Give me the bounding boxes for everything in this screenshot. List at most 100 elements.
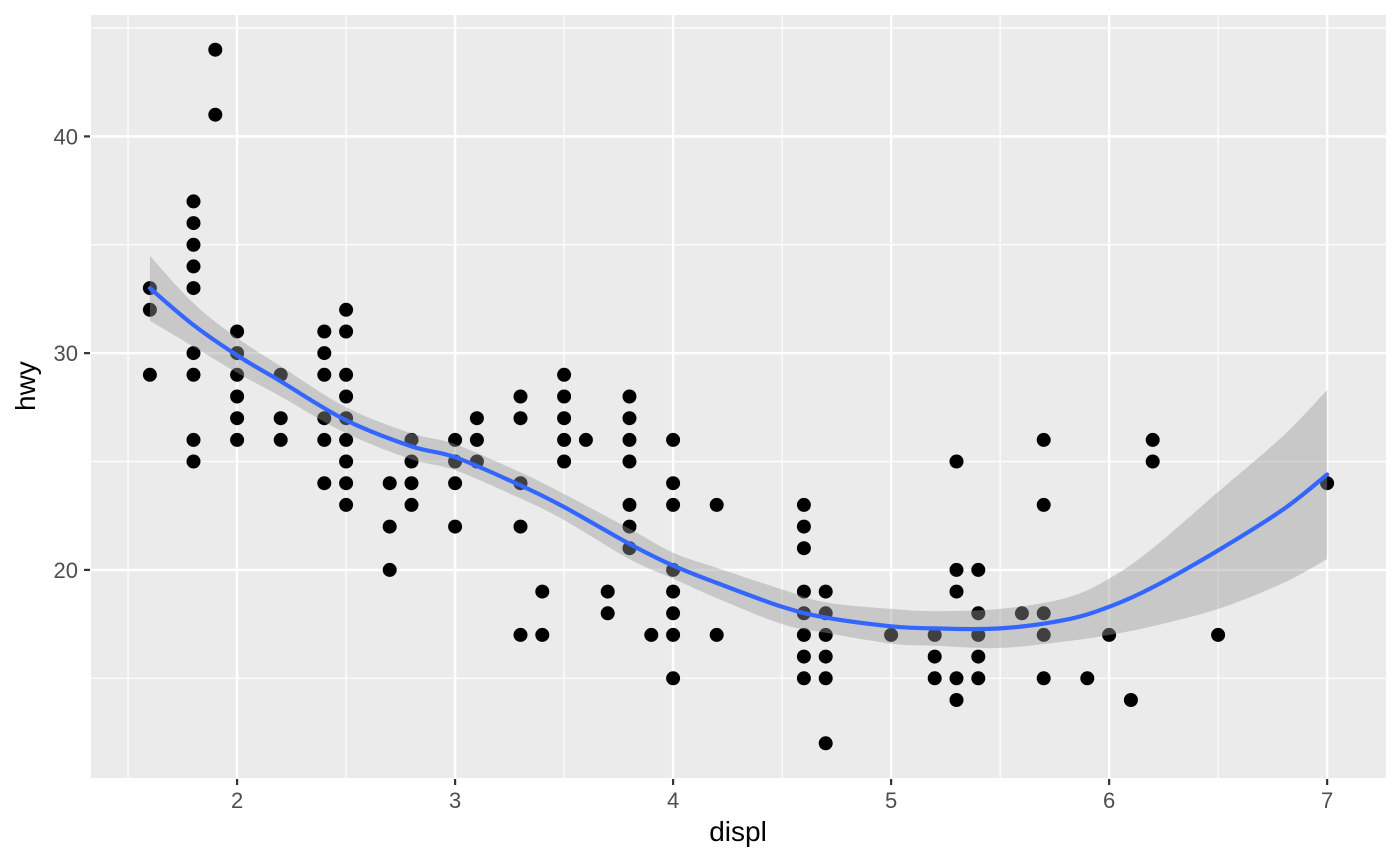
x-tick-label: 3: [449, 788, 461, 813]
data-point: [339, 432, 354, 447]
data-point: [1036, 432, 1051, 447]
x-axis-title-text: displ: [709, 816, 767, 847]
data-point: [796, 671, 811, 686]
data-point: [186, 237, 201, 252]
data-point: [622, 411, 637, 426]
data-point: [186, 367, 201, 382]
data-point: [317, 411, 332, 426]
data-point: [317, 346, 332, 361]
data-point: [317, 367, 332, 382]
data-point: [796, 627, 811, 642]
data-point: [796, 519, 811, 534]
data-point: [796, 541, 811, 556]
data-point: [208, 42, 223, 57]
data-point: [949, 693, 964, 707]
data-point: [884, 627, 899, 642]
data-point: [382, 562, 397, 577]
data-point: [949, 562, 964, 577]
data-point: [949, 671, 964, 686]
data-point: [666, 671, 681, 686]
data-point: [208, 107, 223, 122]
data-point: [186, 346, 201, 361]
data-point: [622, 454, 637, 469]
data-point: [317, 432, 332, 447]
x-axis-title: displ: [0, 818, 1400, 846]
x-tick-label: 5: [885, 788, 897, 813]
data-point: [1145, 454, 1160, 469]
data-point: [317, 476, 332, 491]
data-point: [557, 389, 572, 404]
data-point: [273, 432, 288, 447]
data-point: [404, 497, 419, 512]
data-point: [339, 476, 354, 491]
data-point: [644, 627, 659, 642]
data-point: [448, 432, 463, 447]
data-point: [709, 627, 724, 642]
data-point: [666, 432, 681, 447]
data-point: [666, 476, 681, 491]
data-point: [927, 627, 942, 642]
data-point: [339, 324, 354, 339]
data-point: [1036, 627, 1051, 642]
data-point: [666, 497, 681, 512]
data-point: [818, 584, 833, 599]
data-point: [557, 432, 572, 447]
data-point: [382, 519, 397, 534]
data-point: [404, 476, 419, 491]
data-point: [230, 432, 245, 447]
x-tick-label: 7: [1321, 788, 1333, 813]
data-point: [557, 367, 572, 382]
data-point: [230, 411, 245, 426]
data-point: [818, 671, 833, 686]
data-point: [600, 606, 615, 621]
data-point: [557, 411, 572, 426]
confidence-ribbon: [149, 255, 1328, 649]
data-point: [818, 627, 833, 642]
data-point: [186, 216, 201, 231]
data-point: [622, 432, 637, 447]
data-point: [949, 584, 964, 599]
data-point: [535, 627, 550, 642]
data-point: [230, 367, 245, 382]
data-point: [622, 497, 637, 512]
data-point: [1145, 432, 1160, 447]
data-point: [927, 649, 942, 664]
data-point: [513, 627, 528, 642]
data-point: [230, 324, 245, 339]
data-point: [469, 432, 484, 447]
data-point: [666, 606, 681, 621]
data-point: [186, 432, 201, 447]
data-point: [622, 519, 637, 534]
data-point: [230, 389, 245, 404]
data-point: [186, 454, 201, 469]
data-point: [949, 454, 964, 469]
data-point: [1211, 627, 1226, 642]
data-point: [339, 454, 354, 469]
data-point: [818, 736, 833, 751]
data-point: [1123, 693, 1138, 707]
data-point: [796, 649, 811, 664]
data-point: [709, 497, 724, 512]
y-tick-label: 20: [54, 558, 78, 583]
data-point: [622, 389, 637, 404]
data-point: [339, 367, 354, 382]
data-point: [971, 606, 986, 621]
y-tick-label: 30: [54, 341, 78, 366]
x-tick-label: 2: [231, 788, 243, 813]
data-point: [339, 389, 354, 404]
data-point: [339, 302, 354, 317]
data-point: [339, 497, 354, 512]
data-point: [1036, 606, 1051, 621]
data-point: [1102, 627, 1117, 642]
data-point: [666, 584, 681, 599]
data-point: [1014, 606, 1029, 621]
data-point: [971, 562, 986, 577]
data-point: [971, 649, 986, 664]
y-axis-title: hwy: [10, 361, 41, 411]
x-tick-label: 4: [667, 788, 679, 813]
data-point: [142, 367, 157, 382]
data-point: [404, 454, 419, 469]
data-point: [448, 519, 463, 534]
data-point: [186, 281, 201, 296]
